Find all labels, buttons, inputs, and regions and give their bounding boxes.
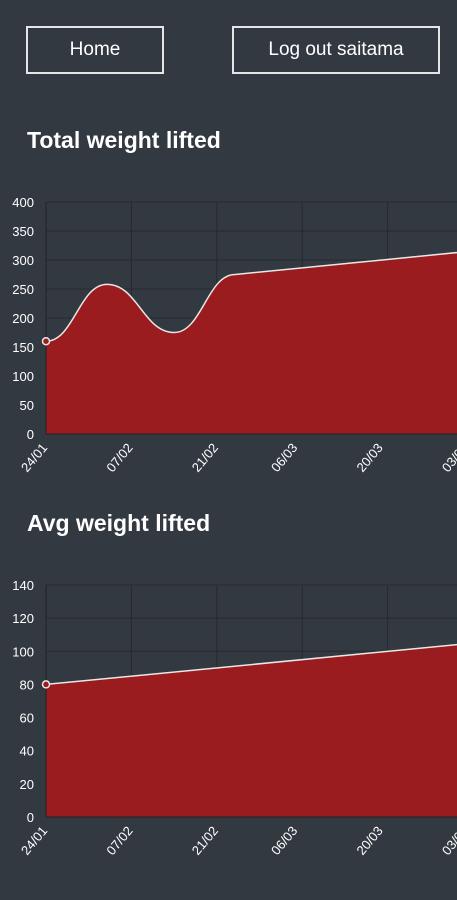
y-tick-label: 200 <box>12 311 34 326</box>
y-tick-label: 80 <box>20 677 34 692</box>
series-area <box>46 252 457 434</box>
chart-title: Avg weight lifted <box>27 510 211 536</box>
logout-button[interactable]: Log out saitama <box>232 26 440 74</box>
y-tick-label: 60 <box>20 711 34 726</box>
series-area <box>46 644 457 817</box>
total-weight-chart: 0 50 100 150 200 250 300 350 400 24/01 07/02 21/02 0… <box>12 195 457 475</box>
x-tick-label: 07/02 <box>103 440 135 475</box>
home-button[interactable]: Home <box>26 26 164 74</box>
y-tick-label: 150 <box>12 340 34 355</box>
y-tick-label: 50 <box>20 398 34 413</box>
y-tick-label: 100 <box>12 644 34 659</box>
y-tick-label: 0 <box>27 810 34 825</box>
y-tick-label: 400 <box>12 195 34 210</box>
x-tick-label: 03/04 <box>439 440 457 475</box>
y-tick-label: 300 <box>12 253 34 268</box>
series-line <box>45 251 457 342</box>
x-tick-label: 21/02 <box>189 440 221 475</box>
y-tick-label: 20 <box>20 777 34 792</box>
x-tick-label: 03/04 <box>439 823 457 858</box>
y-tick-label: 250 <box>12 282 34 297</box>
chart-title: Total weight lifted <box>27 127 221 153</box>
x-tick-label: 07/02 <box>103 823 135 858</box>
x-tick-label: 06/03 <box>268 440 300 475</box>
avg-weight-chart: 0 20 40 60 80 100 120 140 24/01 07/02 21/02 06/03 20… <box>12 578 457 858</box>
y-tick-label: 40 <box>20 744 34 759</box>
data-point[interactable] <box>41 680 51 689</box>
x-tick-label: 06/03 <box>268 823 300 858</box>
y-tick-label: 350 <box>12 224 34 239</box>
y-tick-label: 100 <box>12 369 34 384</box>
x-tick-label: 20/03 <box>353 440 385 475</box>
x-tick-label: 20/03 <box>353 823 385 858</box>
x-tick-label: 21/02 <box>189 823 221 858</box>
y-tick-label: 120 <box>12 611 34 626</box>
y-tick-label: 0 <box>27 427 34 442</box>
series-line <box>45 643 457 686</box>
y-tick-label: 140 <box>12 578 34 593</box>
x-tick-label: 24/01 <box>18 823 50 858</box>
x-tick-label: 24/01 <box>18 440 50 475</box>
data-point[interactable] <box>41 336 51 346</box>
